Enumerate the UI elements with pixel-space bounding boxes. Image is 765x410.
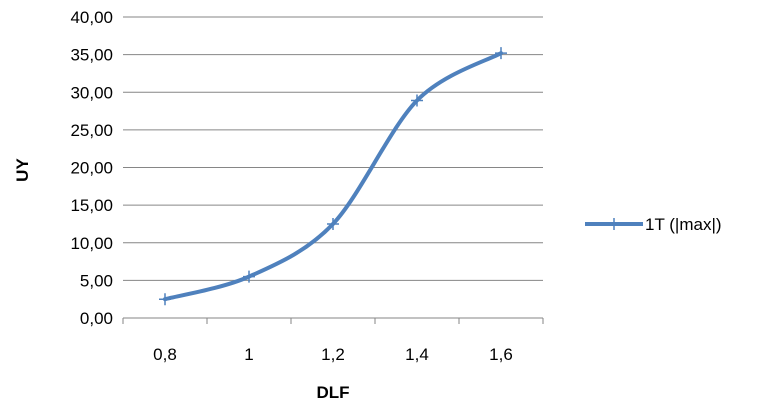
data-point-marker [495,47,507,60]
legend: 1T (|max|) [585,215,722,234]
y-tick-label: 35,00 [70,46,113,65]
x-axis-title: DLF [316,383,349,402]
data-point-marker [243,270,255,283]
x-tick-label: 1,2 [321,345,345,364]
series [159,47,507,306]
y-tick-label: 20,00 [70,159,113,178]
legend-swatch-marker [608,218,620,230]
y-axis-ticks: 0,00 5,00 10,00 15,00 20,00 25,00 30,00 35,00 40… [70,8,113,328]
x-tick-label: 1,6 [489,345,513,364]
y-tick-label: 30,00 [70,83,113,102]
x-axis-ticks: 0,8 1 1,2 1,4 1,6 [122,318,544,364]
y-tick-label: 10,00 [70,234,113,253]
x-tick-label: 1,4 [405,345,429,364]
y-axis-title: UY [13,158,32,182]
x-tick-label: 1 [244,345,253,364]
data-point-marker [159,293,171,306]
legend-label: 1T (|max|) [645,215,722,234]
data-point-marker [411,94,423,107]
data-point-marker [327,217,339,230]
series-line [163,51,503,302]
gridlines [123,16,543,281]
x-tick-label: 0,8 [153,345,177,364]
y-tick-label: 25,00 [70,121,113,140]
y-tick-label: 0,00 [80,309,113,328]
y-tick-label: 5,00 [80,271,113,290]
y-tick-label: 40,00 [70,8,113,27]
y-tick-label: 15,00 [70,196,113,215]
